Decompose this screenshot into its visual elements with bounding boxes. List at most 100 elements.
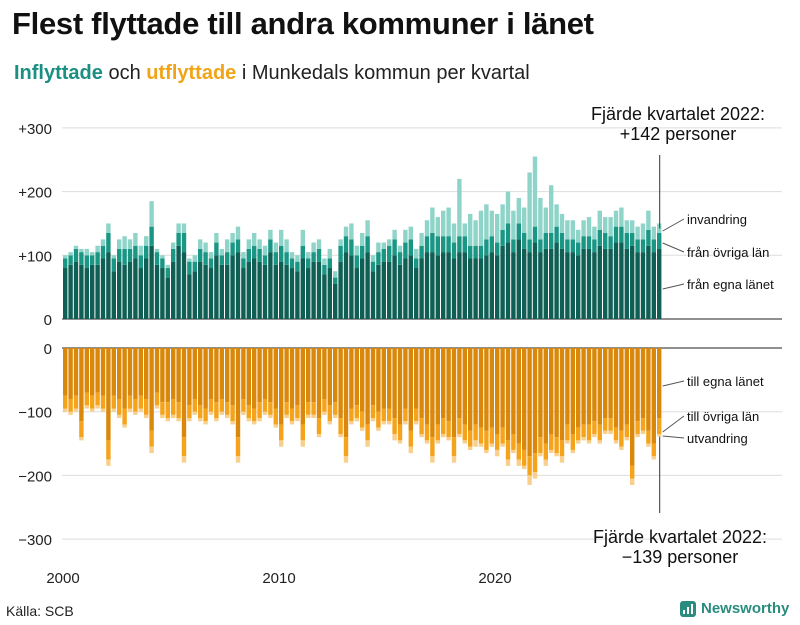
bar-inflow-immigration — [651, 226, 656, 240]
bar-inflow-other-counties — [289, 258, 295, 269]
bar-outflow-emigration — [603, 430, 608, 434]
bar-inflow-own-county — [457, 252, 462, 319]
bar-outflow-emigration — [532, 472, 538, 479]
bar-inflow-immigration — [581, 220, 586, 237]
bar-outflow-own-county — [214, 348, 219, 403]
bar-outflow-other-counties — [527, 456, 532, 476]
bar-outflow-other-counties — [90, 395, 95, 409]
bar-inflow-other-counties — [500, 229, 505, 246]
bar-inflow-other-counties — [122, 248, 127, 265]
bar-outflow-emigration — [171, 414, 176, 419]
bar-inflow-own-county — [500, 245, 505, 319]
bar-inflow-own-county — [640, 252, 646, 319]
bar-inflow-immigration — [257, 239, 262, 249]
bar-outflow-other-counties — [144, 398, 149, 415]
bar-inflow-own-county — [619, 242, 624, 319]
bar-inflow-immigration — [646, 210, 651, 230]
bar-inflow-own-county — [441, 252, 446, 319]
bar-outflow-emigration — [640, 430, 646, 434]
bar-outflow-own-county — [262, 348, 268, 399]
bar-outflow-emigration — [268, 414, 273, 419]
bar-outflow-emigration — [111, 408, 116, 412]
bar-outflow-own-county — [608, 348, 613, 419]
bar-outflow-other-counties — [635, 421, 640, 434]
bar-outflow-emigration — [306, 414, 311, 419]
bar-outflow-emigration — [424, 440, 430, 444]
bar-outflow-emigration — [95, 405, 100, 409]
bar-inflow-immigration — [225, 239, 230, 253]
bar-inflow-own-county — [549, 248, 554, 319]
bar-inflow-other-counties — [392, 239, 397, 256]
bar-inflow-immigration — [608, 217, 613, 237]
bar-outflow-own-county — [484, 348, 489, 431]
bar-inflow-other-counties — [106, 233, 111, 253]
bar-outflow-emigration — [381, 421, 386, 425]
bar-outflow-other-counties — [516, 443, 521, 460]
bar-outflow-own-county — [289, 348, 295, 409]
bar-outflow-own-county — [538, 348, 543, 438]
bar-outflow-other-counties — [79, 421, 84, 438]
bar-inflow-immigration — [100, 239, 106, 246]
bar-inflow-own-county — [349, 255, 354, 319]
bar-inflow-own-county — [246, 261, 251, 319]
bar-outflow-other-counties — [451, 437, 457, 457]
bar-inflow-other-counties — [522, 233, 527, 249]
bar-outflow-emigration — [262, 411, 268, 415]
bar-inflow-own-county — [462, 252, 467, 319]
bar-inflow-immigration — [241, 252, 246, 259]
y-tick-label-top: 0 — [44, 312, 52, 329]
bar-inflow-own-county — [505, 242, 511, 319]
bar-inflow-other-counties — [397, 252, 403, 265]
bar-outflow-other-counties — [187, 405, 192, 419]
bar-inflow-immigration — [219, 248, 224, 256]
bar-inflow-own-county — [257, 261, 262, 319]
bar-outflow-emigration — [511, 449, 516, 454]
bar-inflow-own-county — [289, 268, 295, 319]
bar-inflow-other-counties — [90, 255, 95, 265]
bar-outflow-other-counties — [360, 411, 365, 428]
bar-outflow-other-counties — [613, 427, 619, 441]
bar-inflow-own-county — [576, 255, 581, 319]
bar-outflow-emigration — [257, 418, 262, 422]
bar-inflow-immigration — [203, 242, 208, 253]
bar-inflow-other-counties — [333, 277, 338, 284]
bar-outflow-own-county — [500, 348, 505, 428]
bar-inflow-other-counties — [468, 245, 473, 259]
bar-outflow-own-county — [127, 348, 133, 396]
bar-inflow-own-county — [192, 271, 197, 319]
bar-outflow-other-counties — [322, 398, 327, 412]
bar-outflow-own-county — [246, 348, 251, 406]
bar-outflow-emigration — [117, 414, 122, 419]
bar-inflow-other-counties — [192, 261, 197, 272]
bar-outflow-other-counties — [586, 424, 592, 441]
bar-outflow-emigration — [295, 418, 300, 422]
bar-outflow-emigration — [160, 414, 165, 419]
x-tick-label: 2000 — [46, 570, 79, 587]
legend-label-till-egna-lanet-pointer — [662, 380, 685, 387]
bar-inflow-immigration — [235, 226, 241, 240]
bar-outflow-other-counties — [165, 402, 170, 419]
bar-outflow-other-counties — [630, 465, 635, 479]
bar-outflow-own-county — [424, 348, 430, 425]
bar-outflow-emigration — [279, 440, 284, 447]
bar-outflow-other-counties — [214, 402, 219, 419]
bar-inflow-other-counties — [203, 252, 208, 265]
bar-outflow-emigration — [473, 440, 478, 447]
bar-inflow-own-county — [484, 255, 489, 319]
bar-outflow-emigration — [73, 408, 79, 412]
bar-outflow-own-county — [511, 348, 516, 434]
bar-outflow-own-county — [122, 348, 127, 409]
bar-outflow-own-county — [397, 348, 403, 425]
bar-outflow-own-county — [241, 348, 246, 399]
bar-outflow-other-counties — [154, 392, 160, 406]
bar-outflow-other-counties — [181, 437, 187, 457]
bar-outflow-own-county — [230, 348, 235, 406]
bar-inflow-immigration — [354, 245, 359, 256]
bar-inflow-own-county — [111, 271, 116, 319]
bar-outflow-other-counties — [532, 453, 538, 473]
bar-outflow-own-county — [354, 348, 359, 406]
y-tick-label-bottom: −200 — [18, 468, 52, 485]
bar-inflow-immigration — [419, 233, 424, 246]
bar-inflow-immigration — [106, 223, 111, 234]
bar-outflow-other-counties — [473, 424, 478, 441]
